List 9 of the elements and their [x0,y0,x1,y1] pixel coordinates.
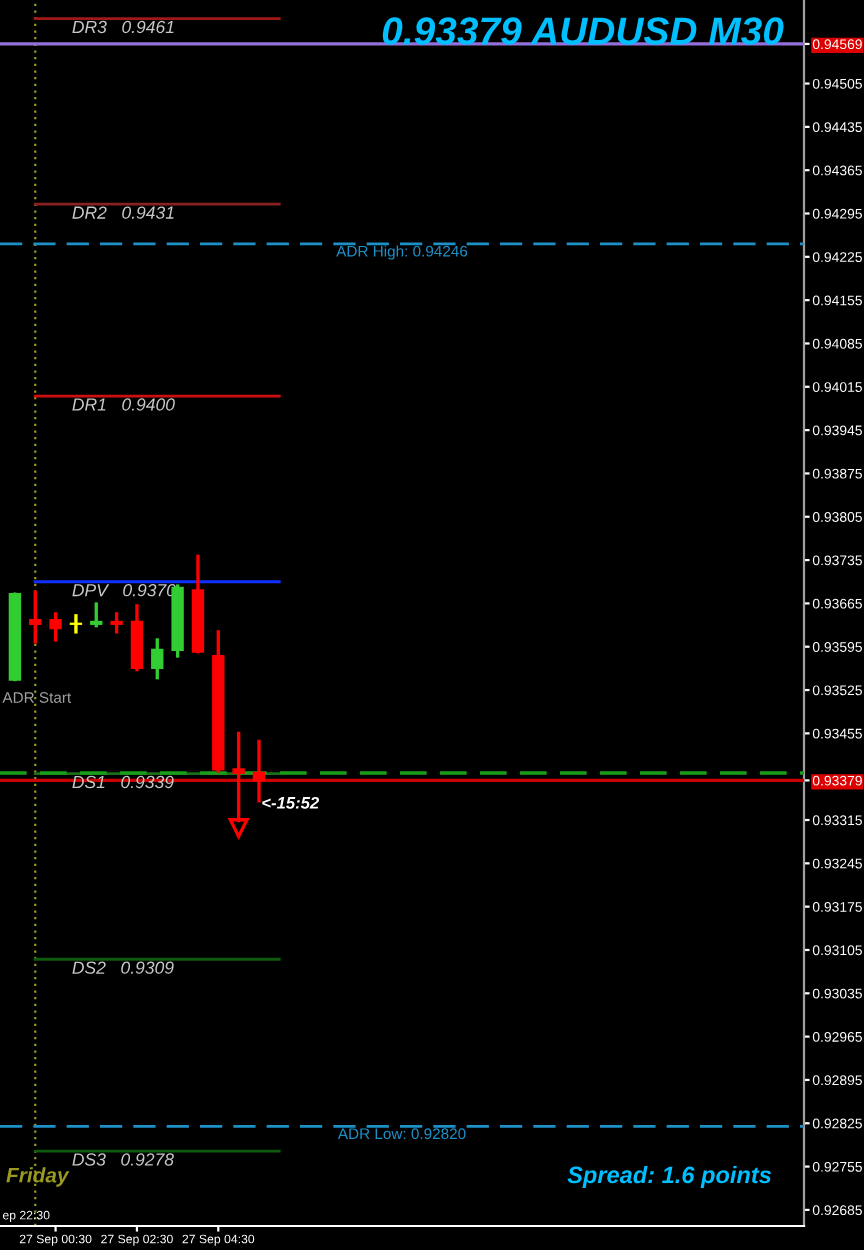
ref-line-label: Friday [6,1167,70,1187]
annotation: <-15:52 [262,796,320,809]
ref-line-label: DS2 0.9309 [72,961,174,974]
chart-title: 0.93379 AUDUSD M30 [382,17,784,45]
ref-line-label: DS3 0.9278 [72,1153,174,1166]
ref-line-label: DR1 0.9400 [72,398,175,411]
ref-line-label: DR3 0.9461 [72,20,174,34]
annotation: Spread: 1.6 points [567,1165,772,1188]
ref-line-label: DR2 0.9431 [72,206,174,219]
